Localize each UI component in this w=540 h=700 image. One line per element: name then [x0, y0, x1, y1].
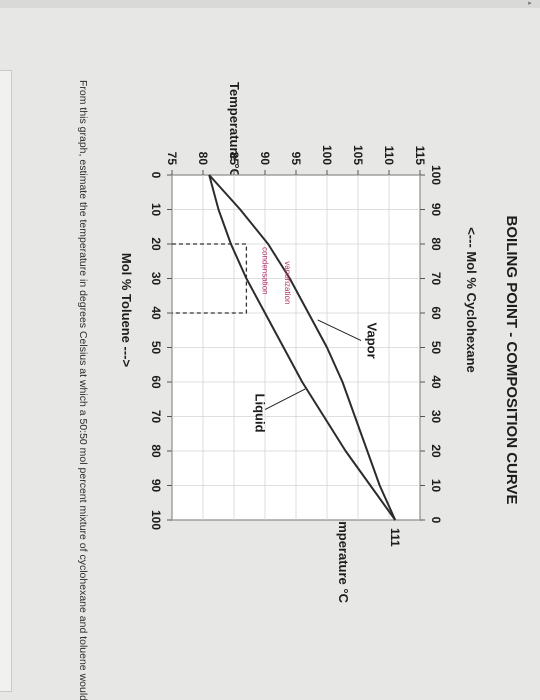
- x-tick-label: 40: [149, 306, 163, 320]
- x-tick-label: 0: [149, 172, 163, 179]
- x-tick-label: 10: [149, 203, 163, 217]
- y-tick-label: 95: [289, 152, 303, 166]
- x-tick-label: 50: [149, 341, 163, 355]
- condensation-label: condensation: [261, 247, 270, 295]
- x-tick-label: 60: [149, 375, 163, 389]
- top-axis-label: <--- Mol % Cyclohexane: [464, 227, 479, 373]
- y-tick-label: 90: [258, 152, 272, 166]
- top-tick-label: 30: [429, 410, 443, 424]
- answer-box[interactable]: [0, 70, 12, 692]
- series-line-liquid: [208, 174, 397, 521]
- x-tick-label: 20: [149, 237, 163, 251]
- x-tick-label: 70: [149, 410, 163, 424]
- y-tick-label: 75: [165, 152, 179, 166]
- y-axis-label-right: Temperature °C: [336, 507, 351, 604]
- curve-annotations: Vapor Liquid condensation vaporization: [253, 247, 380, 433]
- y-tick-label: 80: [196, 152, 210, 166]
- top-tick-label: 40: [429, 375, 443, 389]
- series-lines: [208, 174, 397, 521]
- x-axis-label: Mol % Toluene --->: [119, 253, 134, 368]
- x-tick-label: 80: [149, 444, 163, 458]
- y-tick-label: 110: [382, 146, 396, 166]
- liquid-pointer: [264, 388, 306, 411]
- y-tick-label: 85: [227, 152, 241, 166]
- x-tick-label: 90: [149, 479, 163, 493]
- top-tick-label: 90: [429, 203, 443, 217]
- vapor-label: Vapor: [364, 323, 379, 359]
- y-tick-label: 115: [413, 146, 427, 166]
- vapor-pointer: [317, 319, 362, 342]
- vaporization-label: vaporization: [283, 261, 292, 304]
- scrollbar[interactable]: ▸: [0, 0, 540, 8]
- top-tick-label: 50: [429, 341, 443, 355]
- liquid-label: Liquid: [253, 394, 268, 433]
- series-line-vapor: [208, 174, 397, 521]
- top-tick-label: 70: [429, 272, 443, 286]
- x-tick-label: 100: [149, 510, 163, 530]
- top-tick-label: 80: [429, 237, 443, 251]
- top-tick-label: 60: [429, 306, 443, 320]
- y-axis-label-left: Temperature °C: [227, 82, 242, 179]
- y-tick-label: 100: [320, 145, 334, 165]
- x-tick-label: 30: [149, 272, 163, 286]
- scroll-right-icon[interactable]: ▸: [528, 0, 532, 7]
- right-tick-label: 111: [388, 528, 402, 547]
- top-tick-label: 10: [429, 479, 443, 493]
- chart-title: BOILING POINT - COMPOSITION CURVE: [503, 216, 520, 505]
- top-tick-label: 100: [429, 165, 443, 185]
- question-text: From this graph, estimate the temperatur…: [77, 80, 89, 700]
- top-tick-label: 20: [429, 444, 443, 458]
- top-tick-label: 0: [429, 517, 443, 524]
- y-tick-label: 105: [351, 145, 365, 165]
